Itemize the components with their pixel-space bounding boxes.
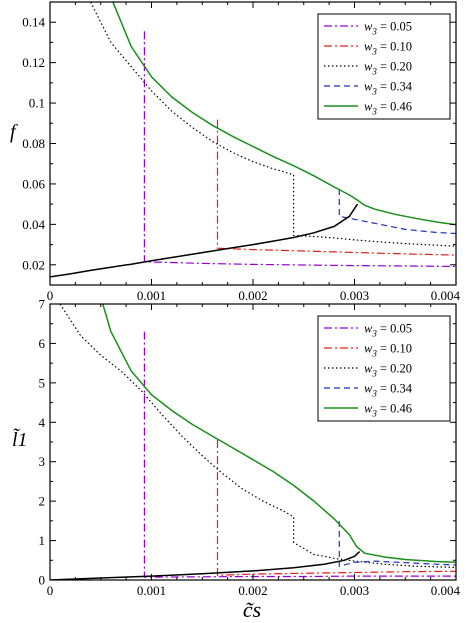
series-line-black-branch <box>50 203 359 278</box>
x-tick-label: 0.003 <box>340 288 369 303</box>
series-line-w3-30.34 <box>338 520 456 567</box>
y-tick-label: 0.08 <box>22 136 45 151</box>
plot-area <box>50 2 456 278</box>
legend-entry-label: w3 = 0.34 <box>364 80 413 97</box>
x-tick-label: 0.004 <box>431 583 461 598</box>
legend-entry-label: w3 = 0.10 <box>364 342 412 359</box>
series-line-w3-30.10 <box>216 119 456 256</box>
series-line-w3-30.05 <box>143 331 456 578</box>
x-tick-label: 0.001 <box>137 583 166 598</box>
y-tick-label: 4 <box>39 415 46 430</box>
series-line-black-branch <box>50 551 361 580</box>
x-tick-label: 0.001 <box>137 288 166 303</box>
y-tick-label: 0.14 <box>22 15 45 30</box>
bottom-panel-l1-vs-cs: 0 0.001 0.002 0.003 0.004 0 1 2 3 4 5 6 7 l̃1 c̃s w3 = … <box>12 297 461 623</box>
legend: w3 = 0.05 w3 = 0.10 w3 = 0.20 w3 = 0.34 w3 =… <box>317 13 451 120</box>
x-tick-label: 0 <box>47 288 54 303</box>
y-tick-label: 1 <box>39 533 46 548</box>
x-tick-label: 0.004 <box>431 288 461 303</box>
series-line-w3-30.46 <box>102 304 456 564</box>
y-axis-label: l̃1 <box>12 427 28 451</box>
y-axis-label: f <box>10 121 18 143</box>
x-tick-label: 0.002 <box>238 288 267 303</box>
x-axis-label: c̃s <box>243 597 261 622</box>
legend-entry-label: w3 = 0.05 <box>364 322 412 339</box>
x-tick-label: 0.002 <box>238 583 267 598</box>
legend-entry-label: w3 = 0.20 <box>364 362 412 379</box>
legend-entry-label: w3 = 0.20 <box>364 60 412 77</box>
series-line-w3-30.05 <box>143 31 456 267</box>
y-tick-label: 7 <box>39 297 46 312</box>
y-tick-label: 0 <box>39 573 46 588</box>
series-line-w3-30.34 <box>338 189 456 235</box>
series-line-w3-30.10 <box>216 440 456 576</box>
y-tick-label: 3 <box>39 454 46 469</box>
y-tick-label: 2 <box>39 494 46 509</box>
legend-entry-label: w3 = 0.46 <box>364 100 412 117</box>
x-tick-label: 0 <box>47 583 54 598</box>
y-tick-label: 0.1 <box>29 96 45 111</box>
legend: w3 = 0.05 w3 = 0.10 w3 = 0.20 w3 = 0.34 w3 =… <box>317 315 451 422</box>
series-line-w3-30.46 <box>112 2 456 226</box>
y-tick-label: 5 <box>39 375 46 390</box>
y-tick-label: 0.04 <box>22 217 45 232</box>
legend-entry-label: w3 = 0.10 <box>364 40 412 57</box>
y-tick-label: 0.12 <box>22 55 45 70</box>
series-line-w3-30.20 <box>90 2 456 247</box>
legend-entry-label: w3 = 0.05 <box>364 20 412 37</box>
legend-entry-label: w3 = 0.34 <box>364 382 413 399</box>
top-panel-f-vs-cs: 0 0.001 0.002 0.003 0.004 0.02 0.04 0.06 0.08 0.1… <box>10 1 461 303</box>
y-tick-label: 0.02 <box>22 257 45 272</box>
x-tick-label: 0.003 <box>340 583 369 598</box>
legend-entry-label: w3 = 0.46 <box>364 402 412 419</box>
series-line-w3-30.20 <box>59 304 456 568</box>
y-tick-label: 0.06 <box>22 176 45 191</box>
y-tick-label: 6 <box>39 336 46 351</box>
